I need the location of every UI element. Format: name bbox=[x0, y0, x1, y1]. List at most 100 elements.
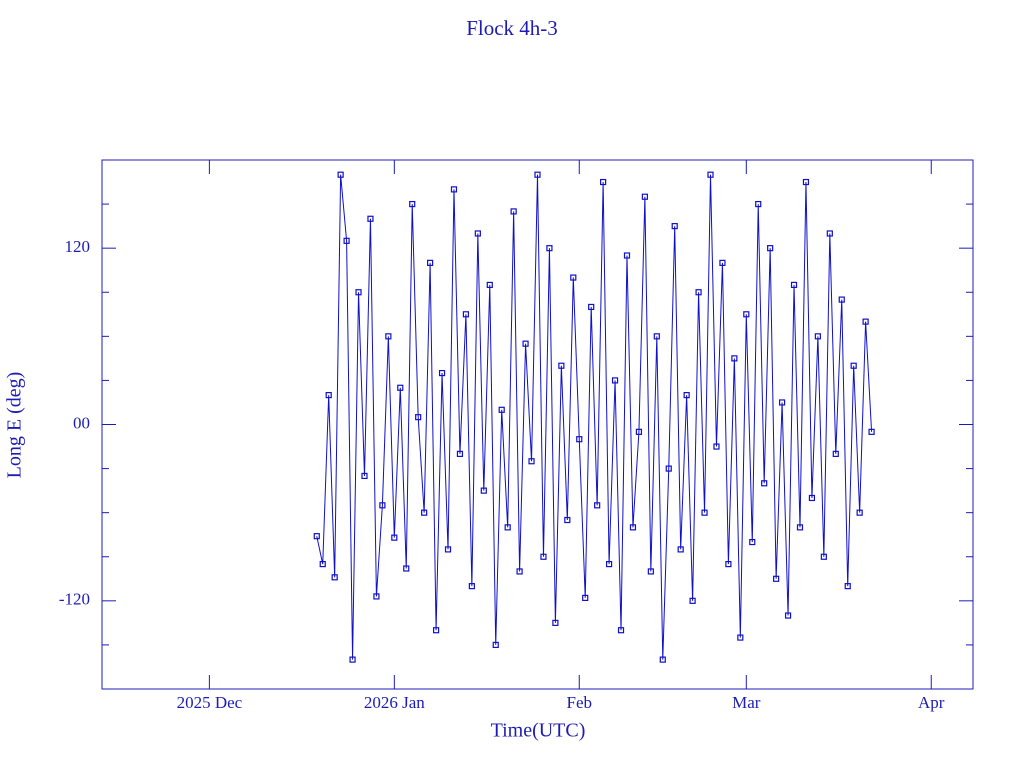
x-tick-label: Mar bbox=[732, 693, 761, 712]
point bbox=[582, 594, 589, 601]
y-tick-label: 00 bbox=[73, 413, 90, 432]
point bbox=[713, 443, 720, 450]
point bbox=[683, 392, 690, 399]
point bbox=[665, 465, 672, 472]
point bbox=[373, 593, 380, 600]
point bbox=[719, 259, 726, 266]
point bbox=[737, 634, 744, 641]
point bbox=[337, 171, 344, 178]
point bbox=[516, 568, 523, 575]
point bbox=[522, 340, 529, 347]
point bbox=[784, 612, 792, 619]
point bbox=[313, 533, 320, 540]
x-tick-label: Apr bbox=[918, 693, 945, 712]
point bbox=[594, 502, 601, 509]
point bbox=[468, 583, 475, 590]
point bbox=[820, 553, 827, 560]
point bbox=[379, 502, 386, 509]
point bbox=[641, 193, 648, 200]
point bbox=[385, 333, 392, 340]
point bbox=[689, 597, 696, 604]
point bbox=[540, 553, 547, 560]
point bbox=[403, 565, 410, 572]
point bbox=[552, 619, 559, 626]
point bbox=[814, 333, 821, 340]
point bbox=[480, 487, 487, 494]
plot-frame bbox=[101, 159, 974, 690]
point bbox=[343, 237, 350, 244]
point bbox=[600, 178, 607, 186]
point bbox=[677, 546, 684, 553]
point bbox=[605, 560, 613, 568]
point bbox=[790, 281, 798, 289]
point bbox=[707, 171, 714, 178]
point bbox=[456, 450, 464, 457]
point bbox=[558, 362, 565, 369]
point bbox=[492, 641, 499, 649]
point bbox=[444, 546, 452, 553]
point bbox=[808, 494, 816, 502]
point bbox=[421, 509, 428, 516]
point bbox=[546, 245, 553, 252]
point bbox=[331, 574, 338, 581]
x-tick-label: Feb bbox=[567, 693, 593, 712]
y-tick-label: -120 bbox=[59, 590, 90, 609]
point bbox=[409, 200, 416, 208]
point bbox=[749, 538, 756, 546]
point bbox=[647, 568, 654, 575]
x-tick-label: 2025 Dec bbox=[177, 693, 243, 712]
point bbox=[355, 289, 362, 296]
point bbox=[319, 560, 326, 568]
point bbox=[856, 509, 863, 516]
point bbox=[635, 428, 643, 435]
point bbox=[761, 480, 768, 487]
point bbox=[588, 303, 595, 311]
point bbox=[570, 274, 577, 281]
point bbox=[725, 560, 732, 568]
chart-title: Flock 4h-3 bbox=[466, 16, 558, 40]
point bbox=[510, 208, 517, 215]
point bbox=[325, 392, 332, 399]
point bbox=[617, 627, 625, 634]
point bbox=[576, 436, 583, 443]
point bbox=[474, 230, 481, 237]
point bbox=[629, 524, 637, 531]
point bbox=[695, 289, 702, 296]
point bbox=[462, 311, 470, 318]
point bbox=[832, 450, 839, 457]
point bbox=[778, 399, 786, 406]
point bbox=[438, 369, 446, 377]
point bbox=[498, 406, 505, 413]
point bbox=[755, 200, 762, 208]
point bbox=[486, 281, 493, 289]
point bbox=[361, 472, 368, 480]
point bbox=[427, 259, 434, 266]
y-axis-label: Long E (deg) bbox=[4, 372, 26, 479]
point bbox=[534, 171, 541, 178]
point bbox=[826, 230, 833, 237]
plot-area bbox=[313, 171, 875, 663]
point bbox=[838, 296, 845, 303]
point bbox=[450, 186, 458, 193]
point bbox=[862, 318, 869, 325]
point bbox=[504, 524, 511, 531]
point bbox=[623, 252, 631, 259]
point bbox=[349, 656, 356, 663]
point bbox=[415, 414, 422, 421]
point bbox=[659, 656, 666, 663]
y-tick-label: 120 bbox=[65, 237, 91, 256]
point bbox=[731, 355, 738, 362]
point bbox=[528, 458, 535, 465]
series-line bbox=[316, 174, 873, 660]
x-axis-label: Time(UTC) bbox=[491, 720, 586, 742]
point bbox=[802, 178, 810, 186]
point bbox=[367, 215, 374, 222]
point bbox=[743, 311, 750, 318]
point bbox=[611, 377, 619, 384]
x-tick-label: 2026 Jan bbox=[364, 693, 425, 712]
point bbox=[868, 428, 875, 435]
point bbox=[397, 384, 404, 391]
point bbox=[701, 509, 708, 516]
point bbox=[767, 245, 774, 252]
